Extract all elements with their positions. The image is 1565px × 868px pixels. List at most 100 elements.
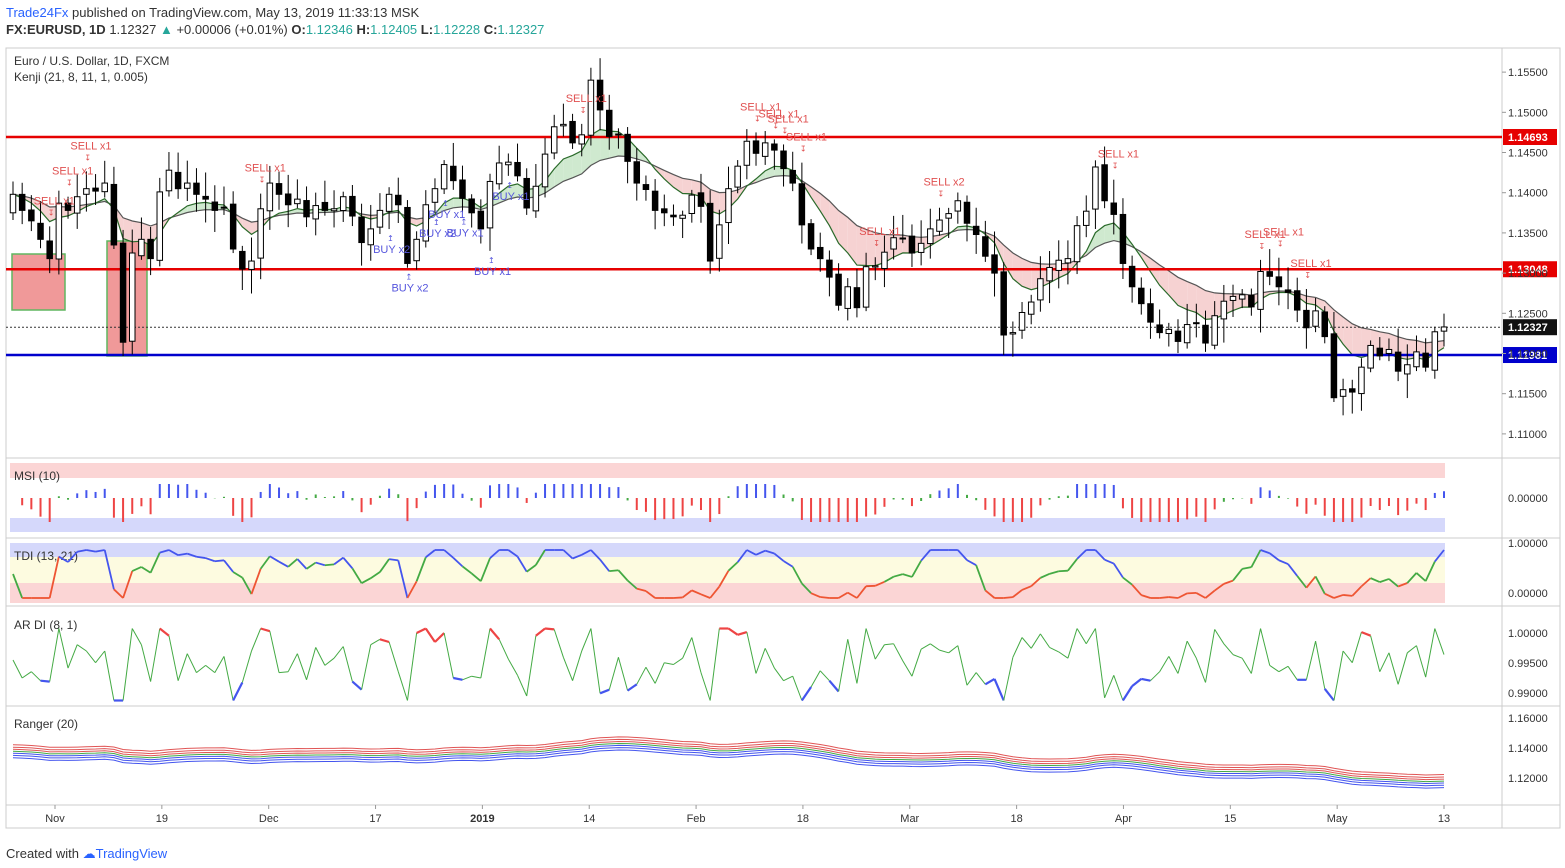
candle[interactable] <box>1330 333 1338 399</box>
candle[interactable] <box>477 210 485 230</box>
candle[interactable] <box>312 205 319 220</box>
candle[interactable] <box>615 133 622 136</box>
candle[interactable] <box>1367 344 1374 369</box>
candle[interactable] <box>972 225 980 236</box>
candle[interactable] <box>578 134 585 145</box>
candle[interactable] <box>1339 389 1347 397</box>
candle[interactable] <box>569 120 576 144</box>
candle[interactable] <box>1394 351 1402 372</box>
candle[interactable] <box>927 228 934 245</box>
candle[interactable] <box>55 202 63 260</box>
candle[interactable] <box>670 214 677 218</box>
candle[interactable] <box>1156 324 1163 334</box>
candle[interactable] <box>661 208 668 214</box>
candle[interactable] <box>110 183 118 246</box>
candle[interactable] <box>468 198 475 214</box>
candle[interactable] <box>431 188 439 203</box>
candle[interactable] <box>1321 311 1329 338</box>
candle[interactable] <box>1349 388 1356 393</box>
candle[interactable] <box>963 201 971 224</box>
candle[interactable] <box>844 286 852 309</box>
candle[interactable] <box>128 252 136 342</box>
candle[interactable] <box>367 228 375 246</box>
candle[interactable] <box>376 209 384 228</box>
candle[interactable] <box>780 150 787 170</box>
candle[interactable] <box>890 237 897 250</box>
candle[interactable] <box>725 188 732 224</box>
candle[interactable] <box>395 194 402 206</box>
candle[interactable] <box>954 200 962 212</box>
candle[interactable] <box>1404 364 1411 375</box>
candle[interactable] <box>266 182 274 212</box>
candle[interactable] <box>1092 166 1099 210</box>
candle[interactable] <box>165 169 173 192</box>
candle[interactable] <box>1257 270 1264 310</box>
candle[interactable] <box>734 165 741 188</box>
candle[interactable] <box>422 204 430 242</box>
candle[interactable] <box>1238 294 1246 300</box>
candle[interactable] <box>404 206 411 264</box>
candle[interactable] <box>1211 315 1218 346</box>
candle[interactable] <box>174 171 182 190</box>
candle[interactable] <box>1119 213 1127 264</box>
candle[interactable] <box>771 143 778 151</box>
candle[interactable] <box>92 187 99 192</box>
candle[interactable] <box>982 236 989 257</box>
candle[interactable] <box>1284 289 1292 293</box>
candle[interactable] <box>358 216 365 244</box>
candle[interactable] <box>211 201 219 211</box>
candle[interactable] <box>596 79 604 111</box>
candle[interactable] <box>743 140 751 166</box>
candle[interactable] <box>330 208 338 212</box>
candle[interactable] <box>1128 265 1136 288</box>
candle[interactable] <box>1385 348 1393 354</box>
candle[interactable] <box>1165 328 1173 335</box>
candle[interactable] <box>761 142 769 157</box>
candle[interactable] <box>1138 287 1145 305</box>
candle[interactable] <box>587 79 595 136</box>
candle[interactable] <box>1266 271 1273 277</box>
candle[interactable] <box>1312 310 1319 327</box>
candle[interactable] <box>275 183 283 195</box>
candle[interactable] <box>1101 164 1108 202</box>
candle[interactable] <box>826 259 833 278</box>
candle[interactable] <box>816 246 824 260</box>
candle[interactable] <box>495 162 503 185</box>
candle[interactable] <box>679 214 686 219</box>
candle[interactable] <box>83 188 90 195</box>
candle[interactable] <box>202 195 209 200</box>
candle[interactable] <box>1229 295 1237 301</box>
candle[interactable] <box>1358 366 1365 395</box>
candle[interactable] <box>248 260 255 270</box>
candle[interactable] <box>229 203 237 250</box>
candle[interactable] <box>1174 330 1182 342</box>
candle[interactable] <box>46 240 53 260</box>
candle[interactable] <box>101 182 108 193</box>
candle[interactable] <box>257 208 264 259</box>
candle[interactable] <box>303 200 310 218</box>
candle[interactable] <box>64 202 72 211</box>
candle[interactable] <box>284 193 292 206</box>
candle[interactable] <box>899 237 907 240</box>
candle[interactable] <box>1073 225 1081 263</box>
candle[interactable] <box>550 126 558 154</box>
candle[interactable] <box>1082 210 1090 226</box>
candle[interactable] <box>184 182 191 189</box>
candle[interactable] <box>1000 271 1007 336</box>
candle[interactable] <box>716 224 723 259</box>
candle[interactable] <box>459 179 466 199</box>
candle[interactable] <box>1440 326 1448 332</box>
candle[interactable] <box>486 180 494 229</box>
candle[interactable] <box>688 194 696 215</box>
candle[interactable] <box>1293 290 1301 311</box>
candle[interactable] <box>853 287 861 309</box>
candle[interactable] <box>440 164 448 190</box>
candle[interactable] <box>1220 300 1228 320</box>
candle[interactable] <box>807 223 815 250</box>
candle[interactable] <box>73 196 81 214</box>
candle[interactable] <box>28 209 35 222</box>
candle[interactable] <box>413 238 420 262</box>
candle[interactable] <box>220 206 228 209</box>
candle[interactable] <box>1046 266 1053 282</box>
